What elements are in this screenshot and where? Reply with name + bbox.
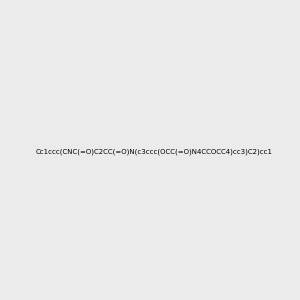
- Text: Cc1ccc(CNC(=O)C2CC(=O)N(c3ccc(OCC(=O)N4CCOCC4)cc3)C2)cc1: Cc1ccc(CNC(=O)C2CC(=O)N(c3ccc(OCC(=O)N4C…: [35, 148, 272, 155]
